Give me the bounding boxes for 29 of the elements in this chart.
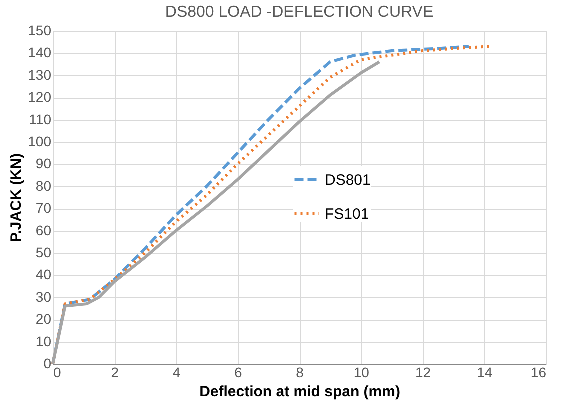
y-tick-label: 100 <box>28 134 52 150</box>
y-tick-label: 120 <box>28 89 52 106</box>
y-axis-title: P.JACK (KN) <box>8 154 26 242</box>
y-tick-label: 50 <box>36 244 52 260</box>
legend-label: DS801 <box>325 172 371 189</box>
x-tick-label: 16 <box>530 364 547 380</box>
y-tick-label: 70 <box>36 200 52 216</box>
x-tick-label: 4 <box>172 364 181 380</box>
chart-title: DS800 LOAD -DEFLECTION CURVE <box>165 4 434 21</box>
line-series <box>52 60 382 366</box>
x-tick-label: 6 <box>234 364 242 380</box>
x-tick-label: 8 <box>296 364 304 380</box>
legend-label: FS101 <box>325 206 370 223</box>
y-tick-label: 60 <box>36 222 52 238</box>
x-tick-label: 2 <box>111 364 120 380</box>
y-tick-label: 40 <box>36 266 52 283</box>
x-tick-label: 12 <box>415 364 432 380</box>
y-tick-label: 130 <box>28 66 52 83</box>
y-tick-label: 150 <box>28 22 52 38</box>
x-tick-label: 10 <box>354 364 370 380</box>
y-tick-label: 140 <box>28 44 52 61</box>
y-tick-label: 80 <box>36 178 52 194</box>
y-tick-label: 20 <box>36 311 52 328</box>
y-tick-label: 10 <box>36 333 52 350</box>
y-tick-label: 30 <box>36 288 52 305</box>
y-tick-label: 110 <box>29 111 52 128</box>
y-tick-label: 90 <box>36 156 52 172</box>
x-tick-label: 14 <box>477 364 493 380</box>
x-axis-title: Deflection at mid span (mm) <box>200 384 400 400</box>
